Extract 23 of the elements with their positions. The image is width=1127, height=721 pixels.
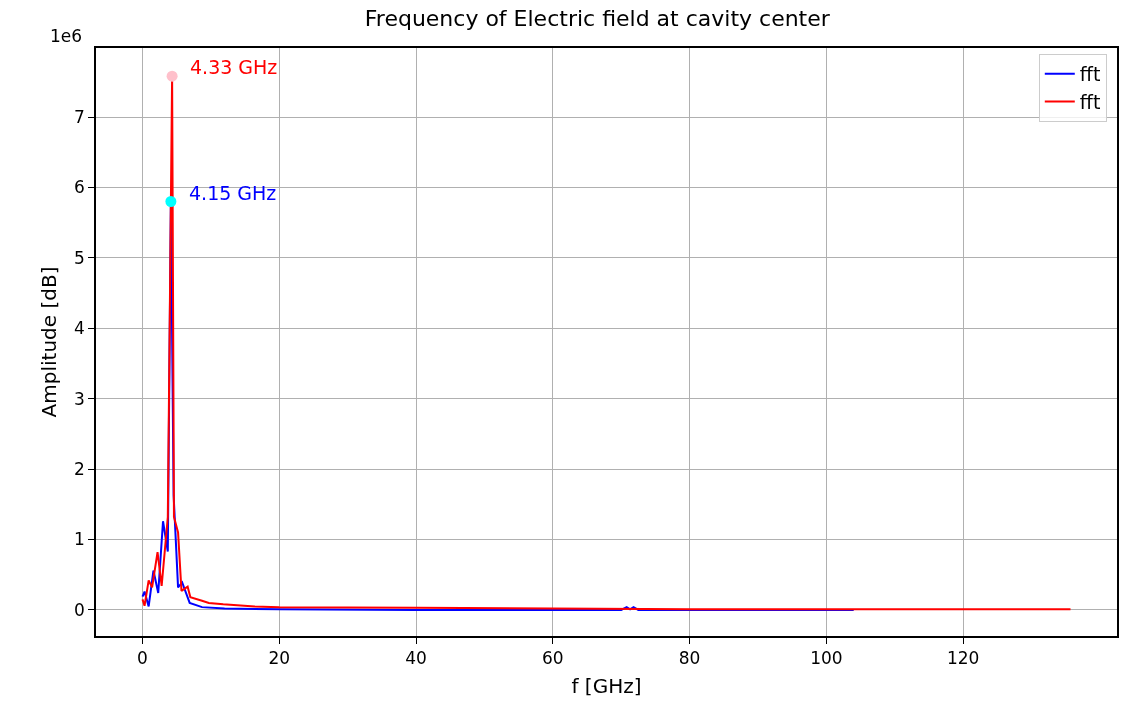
y-tick-label: 5 [74, 247, 85, 268]
y-tick-label: 1 [74, 529, 85, 550]
x-tick-label: 120 [946, 648, 980, 669]
y-tick-label: 6 [74, 177, 85, 198]
x-tick-label: 0 [137, 648, 148, 669]
x-tick-label: 80 [678, 648, 701, 669]
text: 1e6 [50, 26, 83, 46]
y-axis-title: Amplitude [dB] [37, 266, 62, 418]
annotation: 4.33 GHz [190, 56, 278, 78]
y-tick-label: 2 [74, 459, 85, 480]
y-tick-label: 4 [74, 318, 85, 339]
legend-label: fft [1079, 90, 1101, 113]
x-axis-title: f [GHz] [571, 674, 642, 699]
x-tick-label: 100 [810, 648, 843, 669]
chart-title: Frequency of Electric field at cavity center [364, 6, 831, 32]
legend-label: fft [1079, 63, 1101, 86]
annotation: 4.15 GHz [189, 182, 277, 204]
x-tick-label: 40 [405, 648, 427, 669]
y-tick-label: 7 [74, 106, 85, 127]
y-tick-label: 0 [74, 599, 85, 620]
x-tick-label: 20 [268, 648, 291, 669]
x-tick-label: 60 [542, 648, 564, 669]
y-tick-label: 3 [74, 388, 85, 409]
